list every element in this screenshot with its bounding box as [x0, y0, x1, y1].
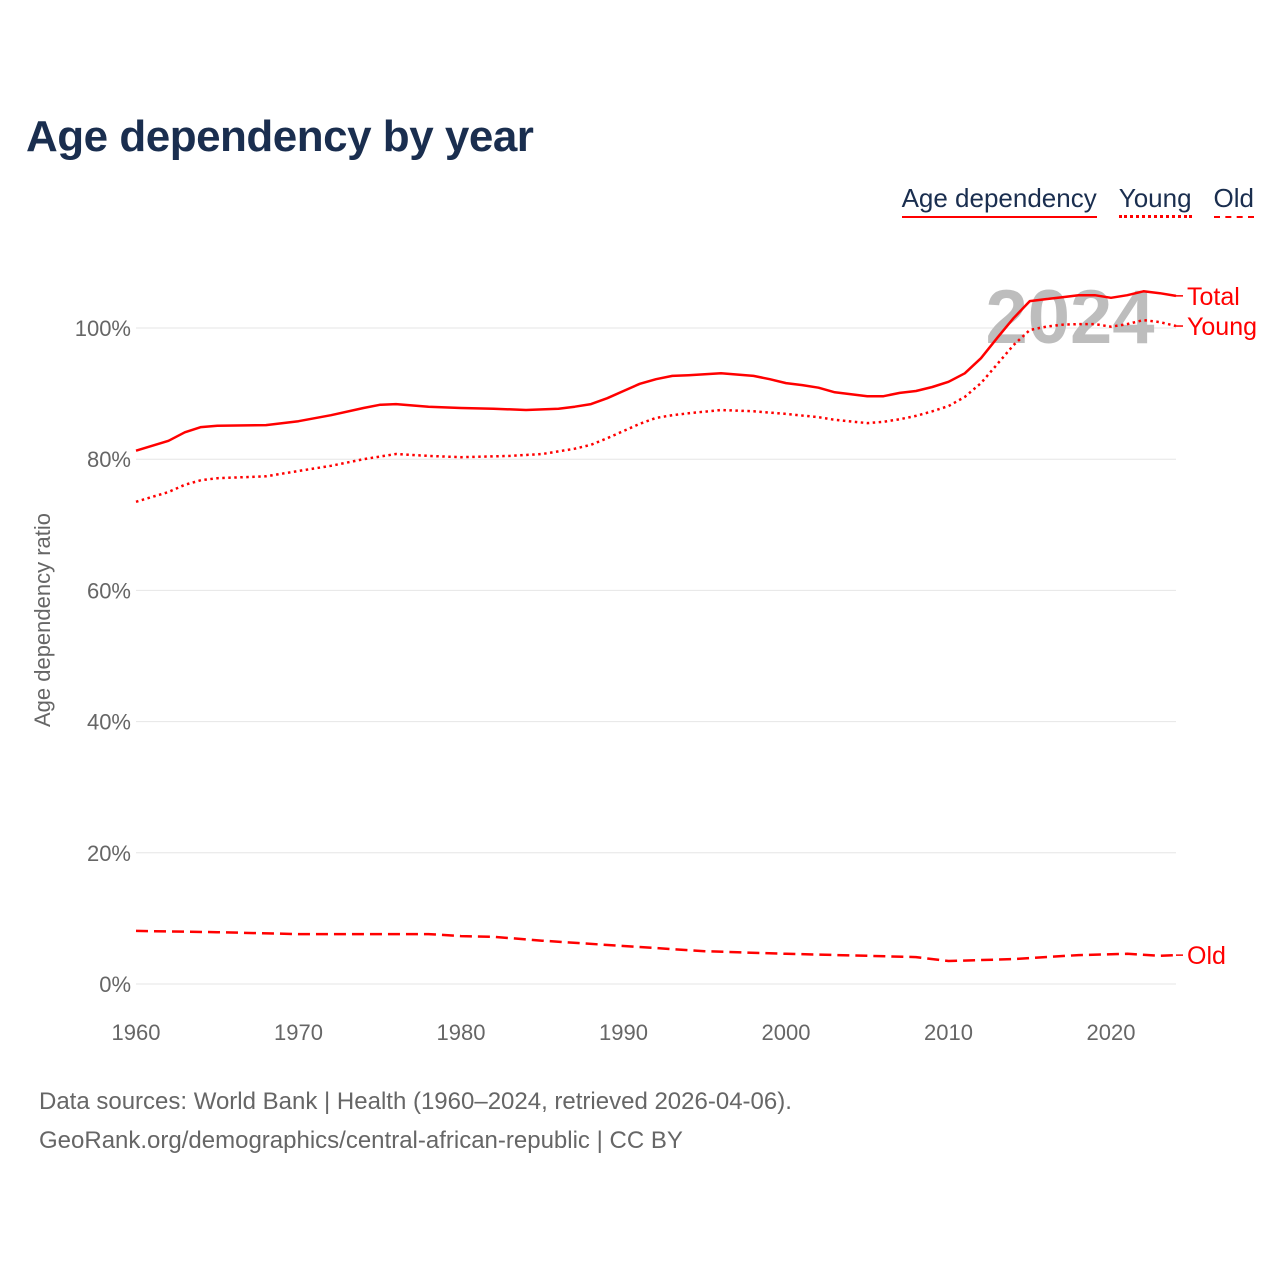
x-tick-label: 1970: [274, 1020, 323, 1045]
series-line-old: [135, 929, 1177, 963]
end-label-old: Old: [1187, 942, 1226, 970]
y-tick-label: 40%: [87, 710, 131, 735]
data-sources: Data sources: World Bank | Health (1960–…: [39, 1088, 792, 1115]
series-line-young: [135, 318, 1177, 503]
end-label-total: Total: [1187, 283, 1240, 311]
x-tick-label: 1960: [112, 1020, 161, 1045]
legend: Age dependency Young Old: [901, 183, 1254, 218]
y-tick-label: 0%: [99, 972, 131, 997]
x-tick-label: 1990: [599, 1020, 648, 1045]
y-tick-label: 80%: [87, 447, 131, 472]
y-tick-label: 20%: [87, 841, 131, 866]
y-tick-label: 60%: [87, 578, 131, 603]
x-tick-label: 1980: [437, 1020, 486, 1045]
legend-item-old[interactable]: Old: [1213, 183, 1254, 218]
legend-item-young[interactable]: Young: [1118, 183, 1192, 218]
y-tick-label: 100%: [75, 316, 131, 341]
x-tick-label: 2010: [924, 1020, 973, 1045]
y-axis-label: Age dependency ratio: [30, 513, 55, 727]
chart-title: Age dependency by year: [26, 112, 534, 161]
credit-link[interactable]: GeoRank.org/demographics/central-african…: [39, 1127, 683, 1154]
x-tick-label: 2000: [762, 1020, 811, 1045]
series-line-total: [135, 290, 1177, 452]
legend-item-age-dependency[interactable]: Age dependency: [901, 183, 1097, 218]
x-tick-label: 2020: [1087, 1020, 1136, 1045]
end-label-young: Young: [1187, 313, 1257, 341]
